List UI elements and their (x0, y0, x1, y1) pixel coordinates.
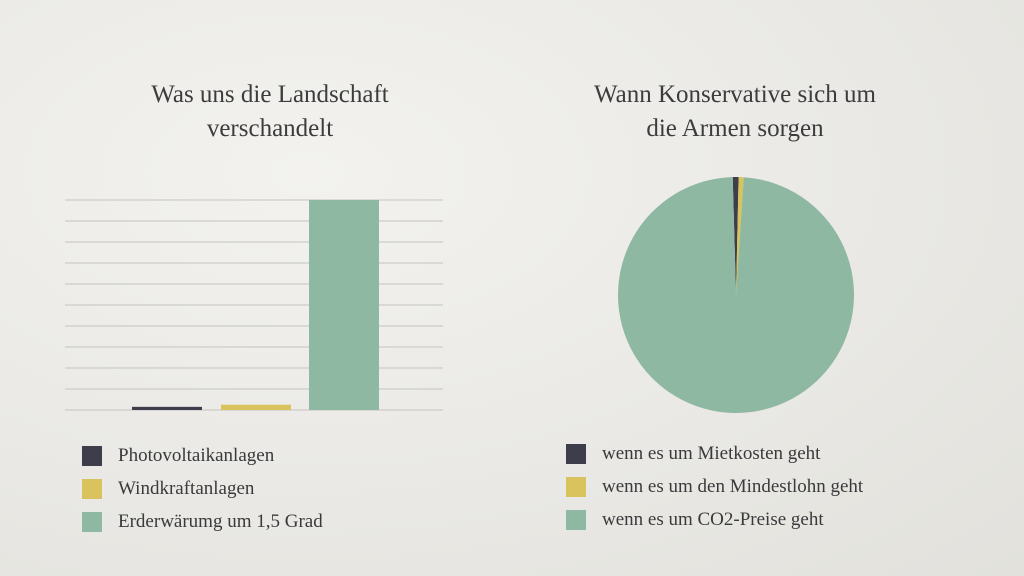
bar-gridlines (65, 199, 443, 411)
pie-legend-item: wenn es um Mietkosten geht (566, 437, 863, 470)
legend-swatch-mietkosten (566, 443, 586, 464)
legend-swatch-photovoltaik (82, 445, 102, 466)
legend-label-co2: wenn es um CO2-Preise geht (602, 508, 824, 530)
legend-label-mietkosten: wenn es um Mietkosten geht (602, 442, 821, 464)
bar-chart-title-line-1: Was uns die Landschaft (151, 81, 389, 108)
pie-legend: wenn es um Mietkosten geht wenn es um de… (566, 437, 863, 536)
pie-slices (617, 177, 854, 414)
bar-chart-title-line-2: verschandelt (206, 115, 334, 142)
pie-chart-title-line-2: die Armen sorgen (646, 115, 824, 142)
legend-label-photovoltaik: Photovoltaikanlagen (118, 444, 275, 466)
pie-chart-title: Wann Konservative sich um die Armen sorg… (530, 78, 940, 146)
pie-slice-3 (617, 177, 854, 414)
legend-swatch-erderwaermung (82, 511, 102, 532)
bar-1 (132, 406, 202, 410)
legend-swatch-co2 (566, 509, 586, 530)
legend-swatch-mindestlohn (566, 476, 586, 497)
bar-legend-item: Photovoltaikanlagen (82, 439, 323, 472)
pie-slice-1 (732, 177, 739, 295)
legend-label-windkraft: Windkraftanlagen (118, 477, 255, 499)
bar-series (132, 200, 379, 410)
bar-3 (309, 200, 379, 410)
bar-legend-item: Erderwärumg um 1,5 Grad (82, 505, 323, 538)
legend-label-erderwaermung: Erderwärumg um 1,5 Grad (118, 510, 323, 532)
bar-legend-item: Windkraftanlagen (82, 472, 323, 505)
pie-legend-item: wenn es um CO2-Preise geht (566, 503, 863, 536)
bar-chart-title: Was uns die Landschaft verschandelt (70, 78, 470, 146)
pie-slice-2 (736, 177, 744, 295)
pie-chart-title-line-1: Wann Konservative sich um (594, 81, 876, 108)
legend-label-mindestlohn: wenn es um den Mindestlohn geht (602, 475, 864, 497)
bar-legend: Photovoltaikanlagen Windkraftanlagen Erd… (82, 439, 323, 538)
legend-swatch-windkraft (82, 478, 102, 499)
bar-2 (221, 404, 291, 410)
pie-legend-item: wenn es um den Mindestlohn geht (566, 470, 863, 503)
